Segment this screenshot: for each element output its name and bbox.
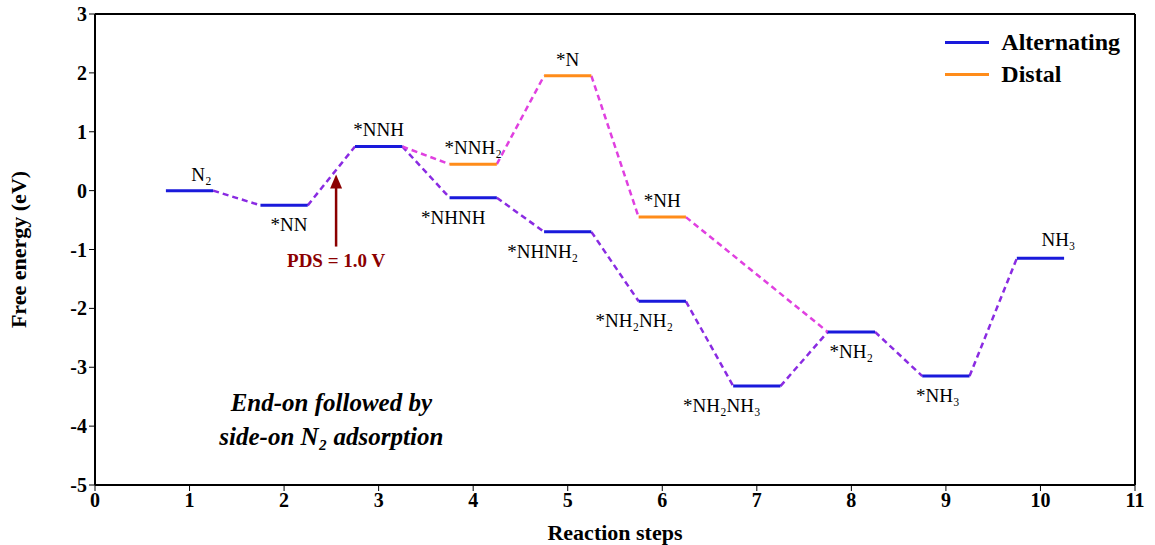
svg-text:*NHNH₂: *NHNH₂ — [507, 241, 578, 262]
svg-text:*NH₃: *NH₃ — [916, 385, 960, 406]
svg-text:2: 2 — [77, 62, 87, 84]
svg-text:*NH₂: *NH₂ — [830, 341, 874, 362]
svg-text:6: 6 — [657, 489, 667, 511]
svg-text:5: 5 — [563, 489, 573, 511]
svg-text:-4: -4 — [70, 415, 87, 437]
svg-text:*NNH: *NNH — [353, 119, 404, 140]
svg-text:PDS = 1.0 V: PDS = 1.0 V — [287, 250, 385, 271]
svg-text:-1: -1 — [70, 239, 87, 261]
svg-text:10: 10 — [1030, 489, 1050, 511]
html-text:Alternating: Alternating — [1001, 28, 1120, 55]
svg-text:*NNH₂: *NNH₂ — [445, 137, 502, 158]
svg-text:11: 11 — [1126, 489, 1145, 511]
svg-text:*NHNH: *NHNH — [421, 207, 486, 228]
svg-text:NH₃: NH₃ — [1041, 229, 1075, 250]
svg-text:9: 9 — [941, 489, 951, 511]
svg-text:1: 1 — [185, 489, 195, 511]
svg-text:*N: *N — [556, 49, 580, 70]
svg-text:3: 3 — [77, 3, 87, 25]
svg-text:Free energy (eV): Free energy (eV) — [6, 171, 31, 328]
svg-text:-5: -5 — [70, 474, 87, 496]
svg-text:*NH₂NH₂: *NH₂NH₂ — [595, 310, 673, 331]
svg-text:N₂: N₂ — [191, 164, 211, 185]
svg-text:3: 3 — [374, 489, 384, 511]
svg-text:8: 8 — [846, 489, 856, 511]
svg-text:2: 2 — [279, 489, 289, 511]
svg-text:7: 7 — [752, 489, 762, 511]
svg-text:*NH: *NH — [644, 190, 681, 211]
svg-text:*NN: *NN — [271, 214, 308, 235]
svg-text:-2: -2 — [70, 297, 87, 319]
svg-text:End-on followed byside-on N₂ a: End-on followed byside-on N₂ adsorption — [218, 389, 443, 450]
svg-text:1: 1 — [77, 121, 87, 143]
svg-text:-3: -3 — [70, 356, 87, 378]
svg-text:4: 4 — [468, 489, 478, 511]
svg-text:Reaction steps: Reaction steps — [547, 520, 682, 545]
html-text:Distal: Distal — [1001, 60, 1062, 87]
svg-text:0: 0 — [90, 489, 100, 511]
svg-text:0: 0 — [77, 180, 87, 202]
svg-text:*NH₂NH₃: *NH₂NH₃ — [683, 395, 761, 416]
